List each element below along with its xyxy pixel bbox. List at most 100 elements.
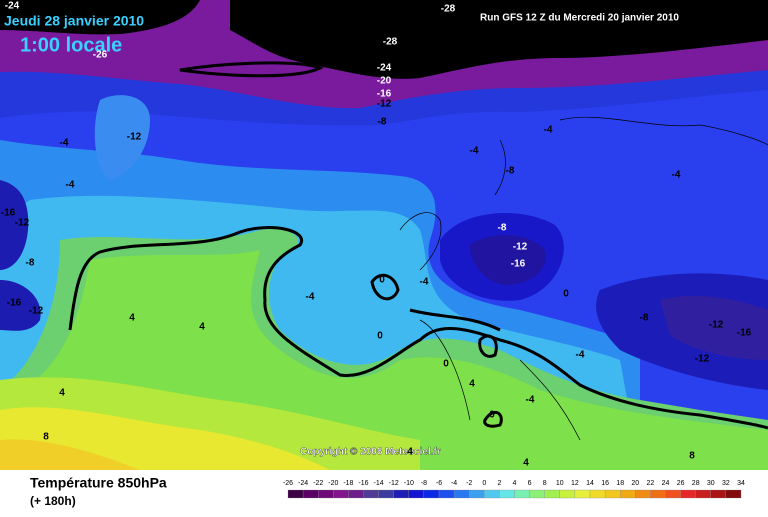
contour-label: -4 xyxy=(66,180,75,191)
contour-label: -4 xyxy=(544,125,553,136)
contour-label: 4 xyxy=(199,322,205,333)
contour-label: 8 xyxy=(689,451,695,462)
contour-label: 0 xyxy=(379,275,385,286)
contour-label: -24 xyxy=(377,63,392,74)
coastlines xyxy=(399,116,768,441)
zero-contour xyxy=(68,61,768,430)
contour-label: -8 xyxy=(26,258,35,269)
colorbar-swatch xyxy=(680,489,696,499)
contour-label: -12 xyxy=(29,306,44,317)
contour-label: -12 xyxy=(15,218,30,229)
contour-label: -28 xyxy=(441,4,456,15)
colorbar-label: -12 xyxy=(389,480,399,487)
colorbar-label: 22 xyxy=(647,480,655,487)
contour-label: -12 xyxy=(127,132,142,143)
contour-label: -26 xyxy=(93,50,108,61)
contour-label: -4 xyxy=(60,138,69,149)
contour-label: -4 xyxy=(470,146,479,157)
colorbar-label: -8 xyxy=(421,480,427,487)
contour-label: 0 xyxy=(563,289,569,300)
contour-label: -16 xyxy=(7,298,22,309)
footer-lead: (+ 180h) xyxy=(30,494,76,508)
colorbar-label: 30 xyxy=(707,480,715,487)
contour-label: 4 xyxy=(59,388,65,399)
colorbar-label: 34 xyxy=(737,480,745,487)
colorbar-swatch xyxy=(423,489,440,499)
contour-label: -4 xyxy=(672,170,681,181)
contour-label: 0 xyxy=(443,359,449,370)
colorbar-label: -10 xyxy=(404,480,414,487)
colorbar-swatch xyxy=(695,489,711,499)
colorbar-swatch xyxy=(318,489,334,499)
contour-label: -4 xyxy=(526,395,535,406)
colorbar-swatch xyxy=(635,489,651,499)
contour-label: 4 xyxy=(129,313,135,324)
colorbar: -26 -24 -22 -20 -18 -16 -14 -12 -10 -8 -6 -4 -2 0 2 4 6 8… xyxy=(283,480,745,499)
colorbar-label: -16 xyxy=(358,480,368,487)
colorbar-label: -26 xyxy=(283,480,293,487)
forecast-time: 1:00 locale xyxy=(20,34,122,56)
contour-label: -8 xyxy=(498,223,507,234)
contour-label: -8 xyxy=(378,117,387,128)
colorbar-label: -22 xyxy=(313,480,323,487)
colorbar-swatch xyxy=(333,489,349,499)
colorbar-label: 24 xyxy=(662,480,670,487)
colorbar-label: 28 xyxy=(692,480,700,487)
colorbar-swatch xyxy=(378,489,394,499)
colorbar-swatch xyxy=(408,489,425,499)
colorbar-swatch xyxy=(665,489,681,499)
colorbar-swatch xyxy=(438,489,455,499)
colorbar-swatch xyxy=(559,489,576,499)
contour-label: -12 xyxy=(709,320,724,331)
colorbar-label: 6 xyxy=(528,480,532,487)
colorbar-swatch xyxy=(710,489,727,499)
contour-label: 4 xyxy=(469,379,475,390)
colorbar-label: 8 xyxy=(543,480,547,487)
colorbar-label: 16 xyxy=(601,480,609,487)
run-info: Run GFS 12 Z du Mercredi 20 janvier 2010 xyxy=(480,13,679,24)
colorbar-label: 4 xyxy=(513,480,517,487)
contour-label: -20 xyxy=(377,76,392,87)
colorbar-swatch xyxy=(453,489,470,499)
colorbar-label: -14 xyxy=(374,480,384,487)
contour-labels: -24 -28-28-26-24-20-16-12-8-12-4-4-4-8-4-… xyxy=(1,1,752,469)
colorbar-swatch xyxy=(393,489,409,499)
colorbar-swatch xyxy=(348,489,364,499)
colorbar-swatch xyxy=(574,489,591,499)
contour-label: -16 xyxy=(511,259,526,270)
colorbar-swatch xyxy=(499,489,515,499)
contour-label: 4 xyxy=(523,458,529,469)
colorbar-swatch xyxy=(650,489,666,499)
contour-label: -4 xyxy=(306,292,315,303)
colorbar-swatch xyxy=(514,489,530,499)
colorbar-swatch xyxy=(589,489,606,499)
contour-label: -28 xyxy=(383,37,398,48)
contour-label: 4 xyxy=(407,447,413,458)
colorbar-swatch xyxy=(302,489,319,499)
colorbar-swatch xyxy=(484,489,500,499)
contour-label: -4 xyxy=(420,277,429,288)
colorbar-label: 32 xyxy=(722,480,730,487)
colorbar-label: -2 xyxy=(466,480,472,487)
colorbar-swatch xyxy=(287,489,304,499)
colorbar-label: 26 xyxy=(677,480,685,487)
forecast-date: Jeudi 28 janvier 2010 xyxy=(4,13,144,29)
contour-label: -4 xyxy=(576,350,585,361)
colorbar-label: 10 xyxy=(556,480,564,487)
contour-label: -12 xyxy=(377,99,392,110)
colorbar-swatch xyxy=(529,489,545,499)
colorbar-swatch xyxy=(620,489,636,499)
map-background xyxy=(0,0,768,471)
colorbar-label: 18 xyxy=(616,480,624,487)
contour-label: -16 xyxy=(377,89,392,100)
colorbar-swatch xyxy=(469,489,485,499)
colorbar-label: 12 xyxy=(571,480,579,487)
contour-label: 0 xyxy=(377,331,383,342)
contour-label: -24 xyxy=(5,1,20,12)
colorbar-label: 2 xyxy=(497,480,501,487)
copyright: Copyright © 2008 Meteociel.fr xyxy=(300,447,441,458)
contour-label: -12 xyxy=(695,354,710,365)
colorbar-label: -24 xyxy=(298,480,308,487)
colorbar-swatch xyxy=(604,489,621,499)
colorbar-label: 14 xyxy=(586,480,594,487)
